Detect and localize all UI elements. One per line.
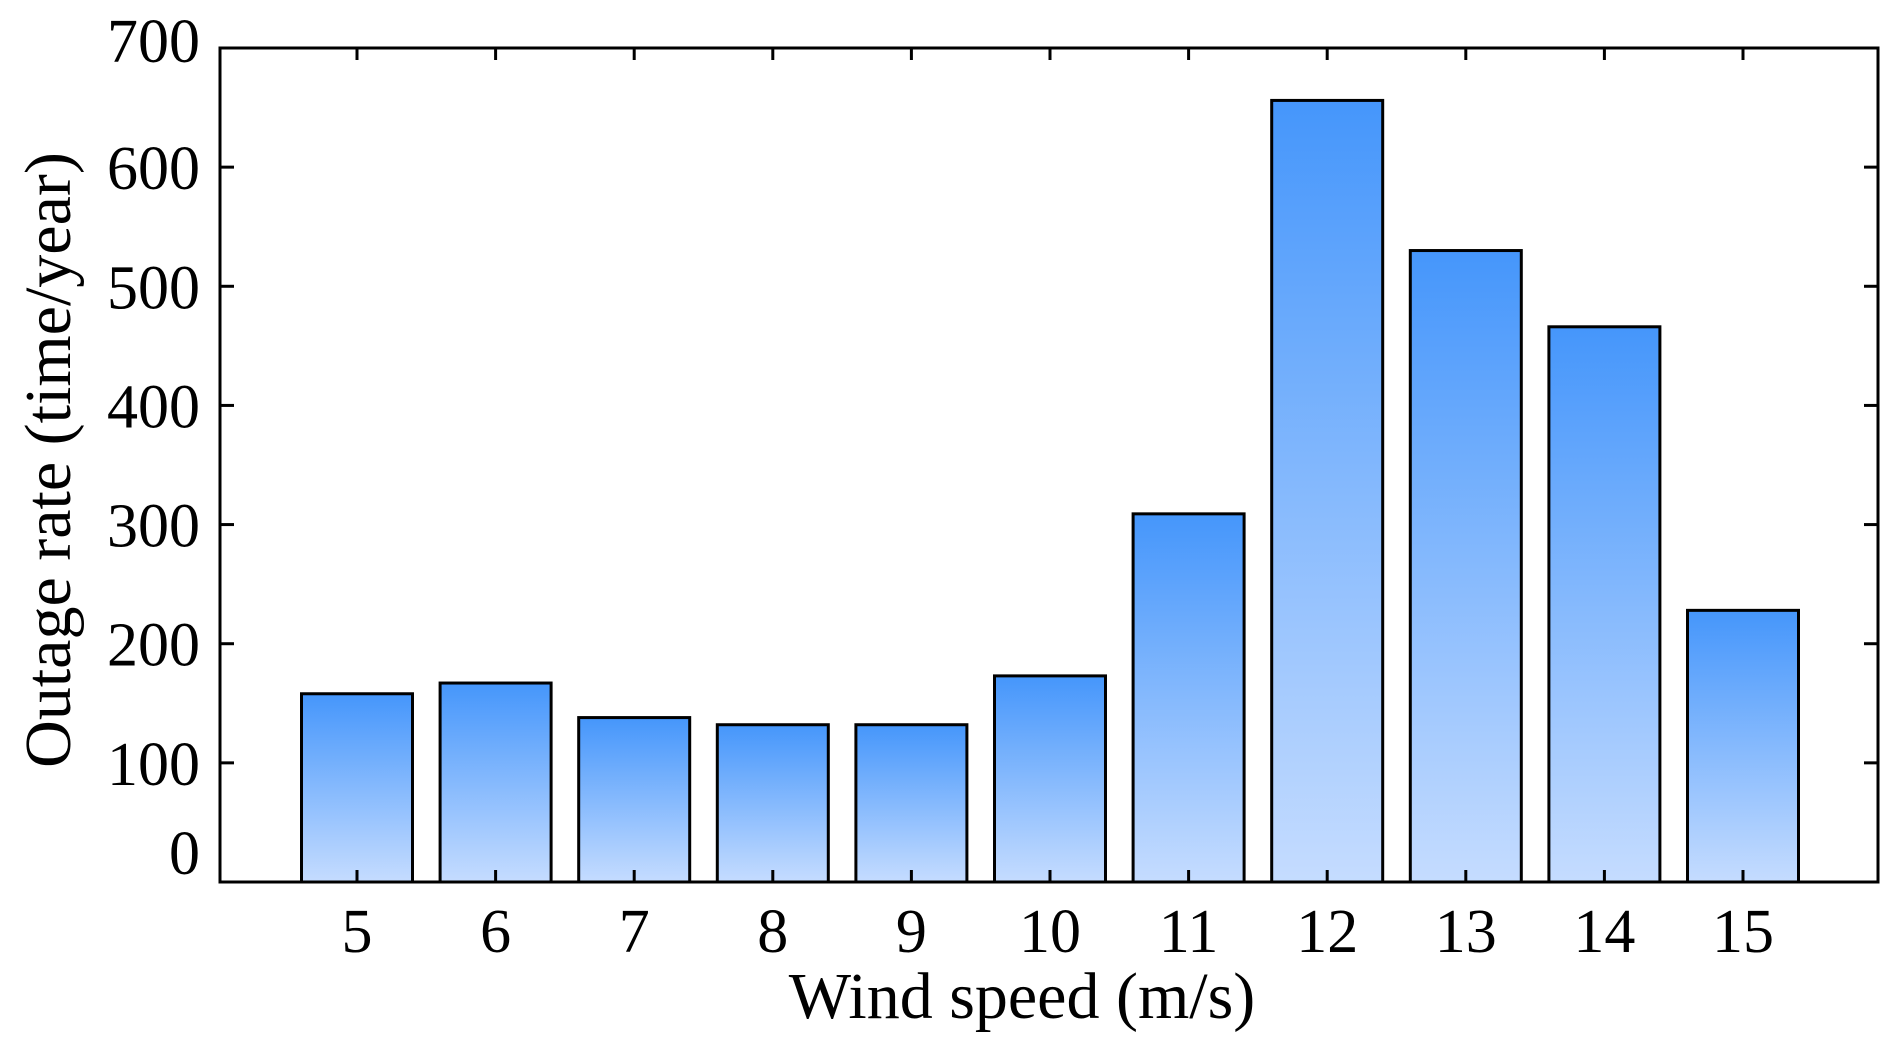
bar-10 xyxy=(993,674,1107,884)
x-tick-label: 12 xyxy=(1296,898,1358,966)
bar-9 xyxy=(854,723,969,884)
y-axis-label: Outage rate (time/year) xyxy=(12,152,85,768)
x-tick-label: 9 xyxy=(896,898,927,966)
bar-15 xyxy=(1686,608,1800,884)
bar-13 xyxy=(1408,249,1523,884)
x-tick-label: 15 xyxy=(1712,898,1774,966)
bar-7 xyxy=(577,716,692,884)
bar-12 xyxy=(1270,98,1385,884)
y-tick-label: 100 xyxy=(107,731,200,799)
y-tick-label: 700 xyxy=(107,8,200,76)
y-tick-label: 400 xyxy=(107,373,200,441)
y-tick-label: 200 xyxy=(107,612,200,680)
y-tick-label: 300 xyxy=(107,493,200,561)
x-tick-label: 13 xyxy=(1435,898,1497,966)
x-tick-label: 11 xyxy=(1159,898,1219,966)
x-tick-label: 14 xyxy=(1573,898,1635,966)
x-tick-label: 6 xyxy=(480,898,511,966)
bar-5 xyxy=(300,692,414,884)
bar-11 xyxy=(1131,512,1246,884)
bar-8 xyxy=(715,723,830,884)
x-tick-label: 10 xyxy=(1019,898,1081,966)
y-tick-label: 600 xyxy=(107,135,200,203)
y-tick-label: 500 xyxy=(107,254,200,322)
x-tick-label: 7 xyxy=(619,898,650,966)
bar-14 xyxy=(1547,325,1662,884)
x-tick-label: 8 xyxy=(757,898,788,966)
x-axis-label: Wind speed (m/s) xyxy=(789,960,1256,1033)
y-axis-ticks: 0 100 200 300 400 500 600 700 xyxy=(107,8,1878,888)
x-tick-label: 5 xyxy=(342,898,373,966)
bar-6 xyxy=(438,681,553,884)
x-axis-ticks: 5 6 7 8 9 10 11 12 13 14 15 xyxy=(342,48,1774,966)
bars-layer xyxy=(300,98,1800,884)
y-tick-label: 0 xyxy=(169,820,200,888)
